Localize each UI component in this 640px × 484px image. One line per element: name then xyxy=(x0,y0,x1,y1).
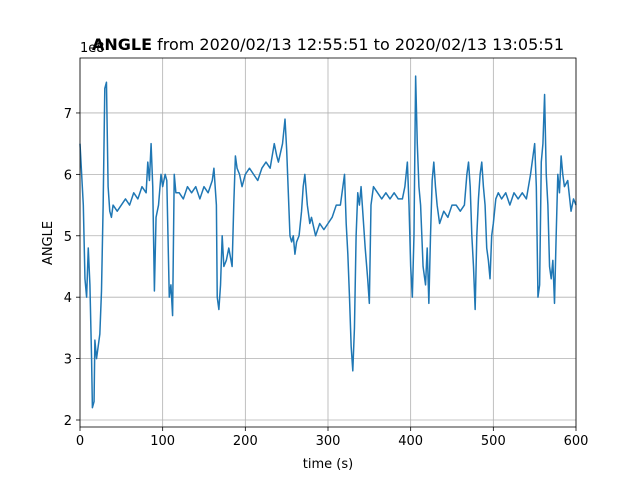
y-axis-label: ANGLE xyxy=(41,221,56,265)
x-axis-label: time (s) xyxy=(303,457,353,472)
x-tick-label: 200 xyxy=(233,434,258,449)
y-tick-label: 5 xyxy=(64,230,72,245)
title-rest: from 2020/02/13 12:55:51 to 2020/02/13 1… xyxy=(157,35,564,54)
data-line xyxy=(79,75,577,409)
y-tick-label: 6 xyxy=(64,168,72,183)
y-tick-label: 7 xyxy=(64,107,72,122)
plot-frame xyxy=(79,57,577,428)
x-tick-label: 400 xyxy=(398,434,423,449)
title-bold: ANGLE xyxy=(92,35,152,54)
chart-title: ANGLE from 2020/02/13 12:55:51 to 2020/0… xyxy=(92,35,564,54)
y-tick-label: 2 xyxy=(64,414,72,429)
x-tick-label: 600 xyxy=(564,434,589,449)
y-tick-label: 3 xyxy=(64,353,72,368)
x-tick-label: 300 xyxy=(316,434,341,449)
x-tick-label: 500 xyxy=(481,434,506,449)
x-tick-label: 0 xyxy=(76,434,84,449)
x-tick-label: 100 xyxy=(150,434,175,449)
offset-label: 1e8 xyxy=(80,41,105,56)
y-tick-label: 4 xyxy=(64,291,72,306)
